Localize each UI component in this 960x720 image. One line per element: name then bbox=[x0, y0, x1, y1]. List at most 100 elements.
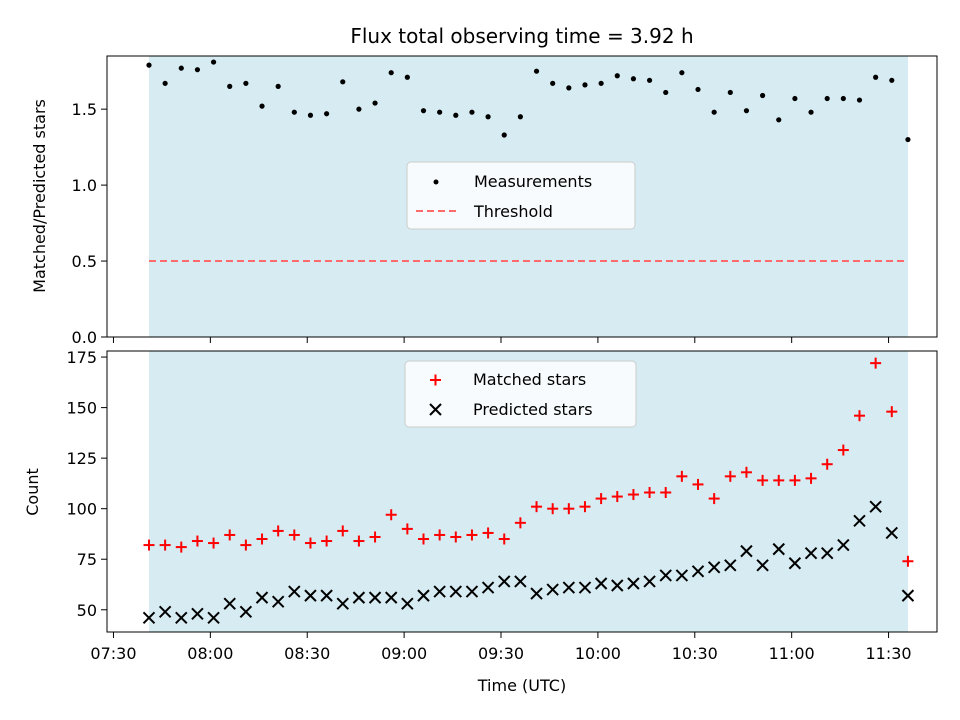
measurement-point bbox=[356, 106, 362, 112]
predicted-star-stroke bbox=[175, 611, 188, 625]
bottom-legend: Matched stars Predicted stars bbox=[404, 360, 637, 428]
top-y-ticks: 0.0 0.5 1.0 1.5 bbox=[72, 100, 107, 347]
matched-star-point bbox=[353, 535, 365, 547]
measurement-point bbox=[776, 117, 782, 123]
predicted-star-point bbox=[659, 569, 672, 582]
x-tick-label: 10:00 bbox=[575, 644, 621, 663]
bottom-panel: 50 75 100 125 150 175 07:30 08:00 08:30 09:00 09:… bbox=[23, 348, 938, 695]
predicted-star-stroke bbox=[288, 585, 301, 598]
measurement-point bbox=[614, 73, 620, 79]
predicted-star-stroke bbox=[804, 546, 818, 560]
measurements-layer bbox=[146, 59, 911, 143]
measurement-point bbox=[663, 89, 669, 96]
measurement-point bbox=[324, 111, 330, 117]
matched-star-point bbox=[805, 472, 817, 484]
predicted-star-point bbox=[756, 559, 769, 572]
predicted-star-point bbox=[740, 544, 753, 558]
x-tick-label: 10:30 bbox=[672, 644, 718, 663]
bottom-y-tick-label: 175 bbox=[66, 348, 97, 367]
matched-star-point bbox=[531, 501, 543, 513]
matched-star-point bbox=[369, 531, 381, 543]
matched-star-point bbox=[143, 539, 155, 551]
predicted-star-stroke bbox=[465, 585, 479, 598]
measurement-point bbox=[646, 77, 653, 83]
matched-star-point bbox=[256, 533, 268, 545]
predicted-star-point bbox=[514, 575, 527, 588]
matched-star-point bbox=[676, 470, 688, 482]
predicted-star-point bbox=[530, 587, 543, 600]
matched-star-point bbox=[757, 474, 769, 486]
matched-star-point bbox=[401, 523, 413, 535]
measurement-point bbox=[243, 80, 249, 86]
measurement-point bbox=[437, 109, 443, 115]
measurement-point bbox=[856, 97, 863, 103]
predicted-star-stroke bbox=[562, 581, 576, 594]
predicted-star-point bbox=[433, 585, 446, 598]
predicted-star-stroke bbox=[352, 591, 366, 604]
predicted-star-stroke bbox=[901, 589, 915, 602]
matched-star-point bbox=[870, 357, 882, 369]
predicted-star-stroke bbox=[271, 595, 285, 608]
predicted-star-stroke bbox=[255, 591, 269, 604]
matched-star-point bbox=[547, 503, 559, 515]
predicted-star-stroke bbox=[594, 577, 608, 590]
matched-star-point bbox=[191, 535, 203, 547]
predicted-star-point bbox=[724, 559, 737, 572]
predicted-star-point bbox=[465, 585, 479, 598]
measurement-point bbox=[598, 80, 604, 86]
predicted-star-stroke bbox=[837, 538, 850, 552]
measurement-point bbox=[760, 92, 766, 99]
matched-star-point bbox=[611, 491, 623, 503]
predicted-star-point bbox=[901, 589, 915, 602]
predicted-star-point bbox=[707, 561, 721, 574]
predicted-star-stroke bbox=[853, 514, 866, 528]
predicted-star-stroke bbox=[659, 569, 672, 582]
matched-star-point bbox=[644, 487, 656, 499]
matched-star-point bbox=[627, 489, 639, 501]
top-axes-frame bbox=[106, 55, 938, 338]
chart-title: Flux total observing time = 3.92 h bbox=[350, 24, 693, 48]
predicted-star-point bbox=[271, 595, 285, 608]
predicted-star-point bbox=[820, 546, 834, 560]
predicted-star-stroke bbox=[320, 589, 333, 602]
top-y-tick-label: 0.5 bbox=[72, 252, 97, 271]
matched-star-point bbox=[740, 466, 752, 478]
measurement-point bbox=[372, 100, 378, 106]
predicted-star-stroke bbox=[191, 607, 204, 621]
predicted-star-point bbox=[384, 591, 398, 604]
predicted-star-stroke bbox=[885, 526, 898, 540]
predicted-star-stroke bbox=[449, 585, 463, 598]
predicted-star-point bbox=[643, 575, 656, 588]
bottom-y-axis-label: Count bbox=[23, 468, 42, 516]
predicted-star-stroke bbox=[578, 581, 592, 594]
measurement-point bbox=[291, 109, 297, 115]
measurement-point bbox=[227, 83, 233, 89]
measurement-point bbox=[420, 108, 427, 114]
measurement-point bbox=[178, 65, 184, 71]
predicted-star-point bbox=[691, 565, 705, 578]
matched-star-point bbox=[450, 531, 462, 543]
predicted-star-point bbox=[288, 585, 301, 598]
matched-star-point bbox=[773, 474, 785, 486]
predicted-star-stroke bbox=[530, 587, 543, 600]
top-y-tick-label: 1.0 bbox=[72, 176, 97, 195]
top-y-tick-label: 1.5 bbox=[72, 100, 97, 119]
measurement-point bbox=[695, 86, 701, 93]
predicted-star-point bbox=[336, 597, 349, 610]
bottom-y-tick-label: 50 bbox=[77, 601, 97, 620]
top-legend: Measurements Threshold bbox=[406, 161, 636, 230]
x-tick-label: 09:00 bbox=[381, 644, 427, 663]
predicted-star-stroke bbox=[788, 557, 802, 570]
matched-star-point bbox=[514, 517, 526, 529]
matched-star-point bbox=[385, 509, 397, 521]
predicted-star-point bbox=[239, 605, 253, 618]
predicted-star-stroke bbox=[158, 605, 172, 618]
predicted-star-stroke bbox=[756, 559, 769, 572]
matched-star-point bbox=[789, 474, 801, 486]
predicted-star-stroke bbox=[691, 565, 705, 578]
matched-star-point bbox=[660, 487, 672, 499]
matched-star-point bbox=[498, 533, 510, 545]
predicted-star-stroke bbox=[514, 575, 527, 588]
x-tick-label: 08:30 bbox=[284, 644, 330, 663]
